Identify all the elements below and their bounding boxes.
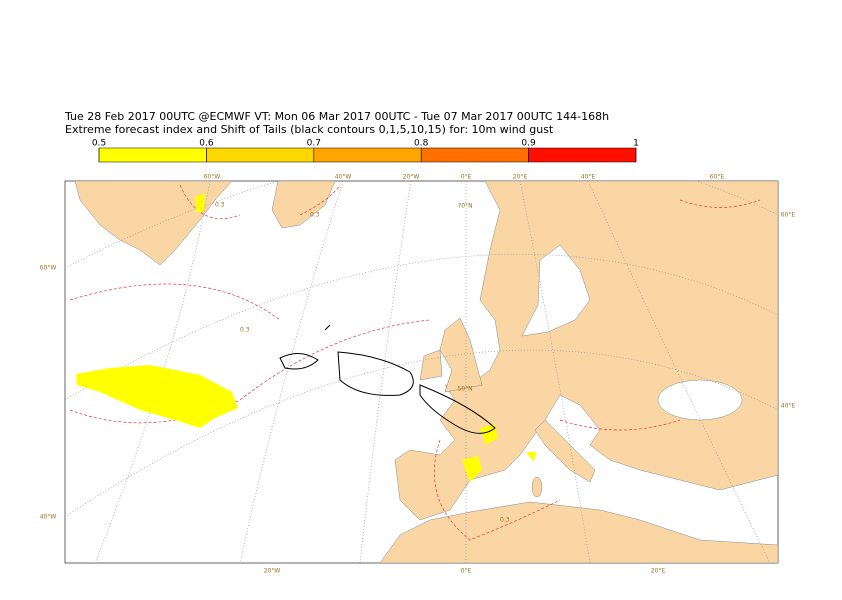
graticule-label: 40°E — [781, 403, 796, 410]
graticule-label: 60°W — [40, 265, 57, 272]
graticule — [65, 181, 778, 563]
graticule-label: 60°E — [781, 212, 796, 219]
graticule-labels: 60°W 40°W 20°W 0°E 20°E 40°E 60°E 60°E 40°E 60°W 4… — [40, 174, 796, 575]
graticule-label: 40°W — [40, 514, 57, 521]
colorbar-label: 0.9 — [521, 139, 536, 149]
efi-contour — [69, 184, 761, 541]
efi-area — [526, 452, 536, 462]
great-britain — [439, 317, 483, 393]
colorbar-segment — [528, 147, 637, 163]
contour-label: 0.3 — [500, 517, 510, 524]
map-content: 0.3 0.3 0.3 0.3 — [65, 181, 778, 563]
graticule-label: 40°W — [335, 174, 352, 181]
italy — [534, 419, 596, 483]
colorbar-segment — [420, 147, 529, 163]
colorbar-label: 0.6 — [199, 139, 214, 149]
black-sea — [657, 379, 743, 421]
colorbar-label: 0.8 — [414, 139, 429, 149]
graticule-label: 20°W — [403, 174, 420, 181]
graticule-label: 60°E — [710, 174, 725, 181]
colorbar-label: 0.5 — [92, 139, 106, 149]
graticule-label: 0°E — [461, 174, 472, 181]
graticule-label: 50°N — [457, 386, 472, 393]
graticule-label: 60°W — [204, 174, 221, 181]
graticule-label: 20°E — [513, 174, 528, 181]
colorbar-label: 0.7 — [307, 139, 321, 149]
africa — [379, 501, 778, 563]
graticule-label: 70°N — [457, 203, 472, 210]
graticule-label: 20°E — [651, 568, 666, 575]
subtitle: Extreme forecast index and Shift of Tail… — [65, 123, 554, 136]
sardinia — [531, 476, 543, 498]
ireland — [419, 349, 443, 381]
greenland — [74, 181, 233, 266]
graticule-label: 0°E — [461, 568, 472, 575]
colorbar-label: 1 — [633, 139, 639, 149]
colorbar-segment — [313, 147, 422, 163]
title: Tue 28 Feb 2017 00UTC @ECMWF VT: Mon 06 … — [64, 110, 609, 123]
sot-contour — [279, 324, 496, 434]
contour-label: 0.3 — [310, 212, 320, 219]
contour-label: 0.3 — [215, 202, 225, 209]
map: 0.3 0.3 0.3 0.3 — [64, 180, 779, 564]
graticule-label: 40°E — [581, 174, 596, 181]
colorbar-segment — [98, 147, 207, 163]
contour-label: 0.3 — [240, 327, 250, 334]
efi-area — [76, 365, 238, 428]
baltic-sea — [521, 244, 591, 337]
colorbar-segment — [206, 147, 315, 163]
colorbar: 0.5 0.6 0.7 0.8 0.9 1 — [92, 139, 639, 163]
iceland — [271, 181, 336, 229]
efi-area — [195, 193, 205, 212]
efi-area — [462, 456, 482, 482]
graticule-label: 20°W — [264, 568, 281, 575]
